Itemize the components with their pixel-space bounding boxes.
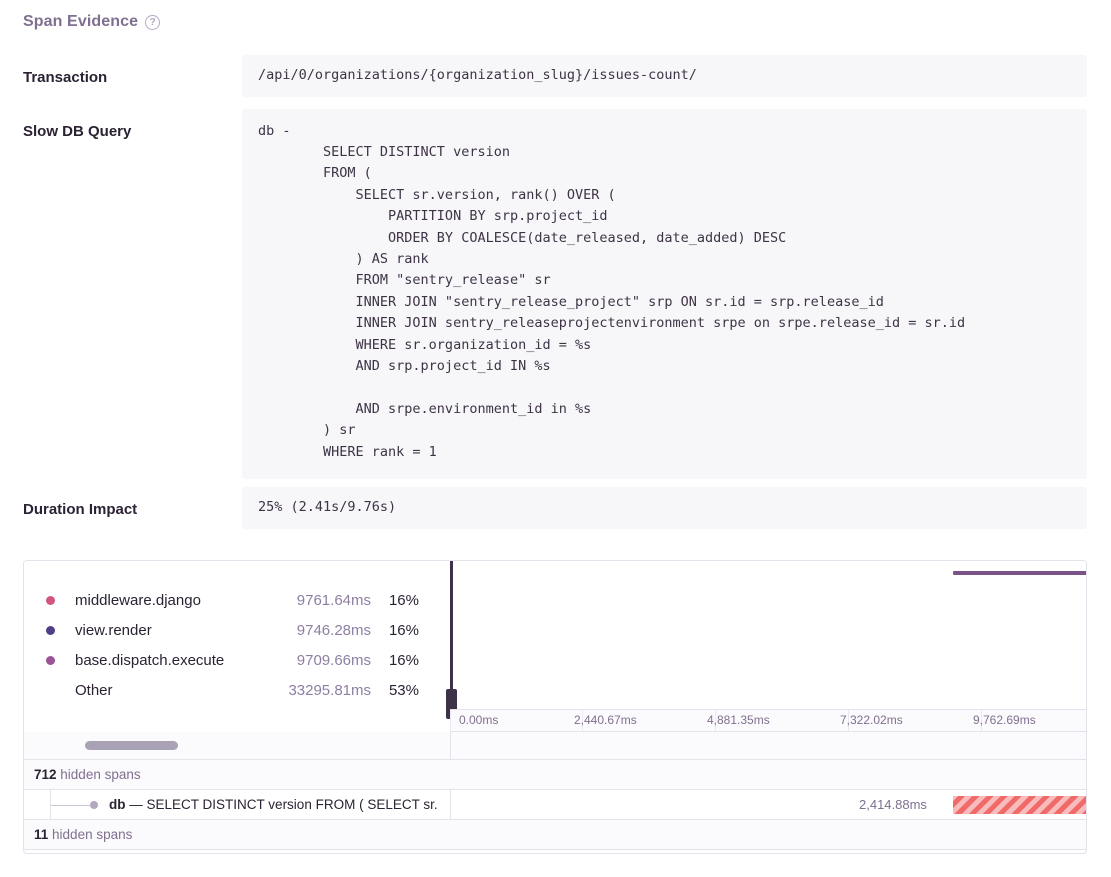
- span-tree-dot-icon[interactable]: [90, 800, 98, 809]
- hidden-spans-text: hidden spans: [60, 767, 141, 782]
- minimap: middleware.django 9761.64ms 16% view.ren…: [24, 561, 1086, 732]
- legend-op-duration: 9761.64ms: [296, 591, 371, 609]
- span-tree-cell: db — SELECT DISTINCT version FROM ( SELE…: [24, 790, 450, 819]
- evidence-row-slow-db-query: Slow DB Query db - SELECT DISTINCT versi…: [0, 108, 1087, 479]
- minimap-timeline[interactable]: [446, 561, 1086, 732]
- span-row[interactable]: db — SELECT DISTINCT version FROM ( SELE…: [24, 790, 1086, 820]
- evidence-list: Transaction /api/0/organizations/{organi…: [0, 55, 1087, 541]
- ruler-tick: [981, 710, 982, 731]
- minimap-left-drag-grip[interactable]: [446, 689, 457, 719]
- legend-op-duration: 33295.81ms: [288, 681, 371, 699]
- evidence-label: Slow DB Query: [23, 122, 132, 140]
- legend-op-percent: 16%: [388, 591, 419, 609]
- evidence-label: Transaction: [23, 69, 108, 86]
- timeline-ruler: 0.00ms 2,440.67ms 4,881.35ms 7,322.02ms …: [450, 709, 1086, 732]
- legend-op-name: base.dispatch.execute: [75, 651, 225, 669]
- span-duration-bar[interactable]: [953, 795, 1086, 814]
- question-circle-icon[interactable]: ?: [145, 15, 161, 30]
- column-divider: [450, 790, 451, 819]
- evidence-label: Duration Impact: [23, 501, 138, 518]
- ruler-tick-label: 2,440.67ms: [574, 713, 637, 727]
- ruler-tick: [450, 710, 451, 731]
- hidden-spans-text: hidden spans: [52, 827, 133, 842]
- legend-item[interactable]: view.render 9746.28ms 16%: [46, 615, 450, 645]
- ruler-tick-label: 4,881.35ms: [707, 713, 770, 727]
- legend-color-dot-icon: [46, 655, 55, 665]
- ruler-tick: [715, 710, 716, 731]
- span-description: SELECT DISTINCT version FROM ( SELECT sr…: [146, 797, 438, 812]
- span-duration-label: 2,414.88ms: [859, 796, 927, 812]
- hidden-spans-count: 11: [34, 827, 49, 842]
- tree-vertical-line: [50, 790, 51, 819]
- evidence-row-transaction: Transaction /api/0/organizations/{organi…: [0, 55, 1087, 101]
- evidence-value-duration-impact: 25% (2.41s/9.76s): [242, 487, 1087, 529]
- hidden-spans-row[interactable]: 11 hidden spans: [24, 820, 1086, 850]
- horizontal-scrollbar-row[interactable]: [24, 732, 1086, 760]
- ruler-tick: [582, 710, 583, 731]
- legend-op-name: Other: [75, 681, 113, 699]
- ruler-tick-label: 9,762.69ms: [973, 713, 1036, 727]
- page-title: Span Evidence: [23, 13, 139, 30]
- span-title: db — SELECT DISTINCT version FROM ( SELE…: [109, 797, 438, 812]
- evidence-row-duration-impact: Duration Impact 25% (2.41s/9.76s): [0, 487, 1087, 533]
- span-op: db: [109, 797, 126, 812]
- section-header: Span Evidence ?: [23, 13, 161, 31]
- ruler-tick: [848, 710, 849, 731]
- legend-op-name: middleware.django: [75, 591, 201, 609]
- evidence-value-transaction: /api/0/organizations/{organization_slug}…: [242, 55, 1087, 97]
- span-waterfall-panel: middleware.django 9761.64ms 16% view.ren…: [23, 560, 1087, 854]
- op-breakdown-legend: middleware.django 9761.64ms 16% view.ren…: [24, 561, 450, 732]
- ruler-tick-label: 0.00ms: [459, 713, 499, 727]
- hidden-spans-row[interactable]: 712 hidden spans: [24, 760, 1086, 790]
- legend-color-dot-icon: [46, 595, 55, 605]
- legend-op-percent: 16%: [388, 621, 419, 639]
- horizontal-scrollbar-thumb[interactable]: [85, 741, 178, 750]
- legend-item[interactable]: base.dispatch.execute 9709.66ms 16%: [46, 645, 450, 675]
- hidden-spans-label: 11 hidden spans: [24, 827, 132, 842]
- legend-op-duration: 9709.66ms: [296, 651, 371, 669]
- span-separator: —: [129, 797, 143, 812]
- legend-op-percent: 16%: [388, 651, 419, 669]
- column-divider: [450, 732, 451, 759]
- legend-color-dot-icon: [46, 625, 55, 635]
- evidence-value-slow-db-query: db - SELECT DISTINCT version FROM ( SELE…: [242, 108, 1087, 479]
- minimap-left-drag-handle[interactable]: [450, 561, 453, 709]
- legend-color-dot-icon: [46, 686, 55, 695]
- legend-op-duration: 9746.28ms: [296, 621, 371, 639]
- ruler-tick-label: 7,322.02ms: [840, 713, 903, 727]
- tree-horizontal-line: [51, 804, 93, 806]
- legend-item[interactable]: middleware.django 9761.64ms 16%: [46, 585, 450, 615]
- legend-item-other[interactable]: Other 33295.81ms 53%: [46, 675, 450, 705]
- legend-op-percent: 53%: [388, 681, 419, 699]
- minimap-span-bar: [953, 571, 1086, 575]
- span-bar-area: 2,414.88ms: [450, 790, 1086, 819]
- hidden-spans-count: 712: [34, 767, 57, 782]
- hidden-spans-label: 712 hidden spans: [24, 767, 141, 782]
- legend-op-name: view.render: [75, 621, 152, 639]
